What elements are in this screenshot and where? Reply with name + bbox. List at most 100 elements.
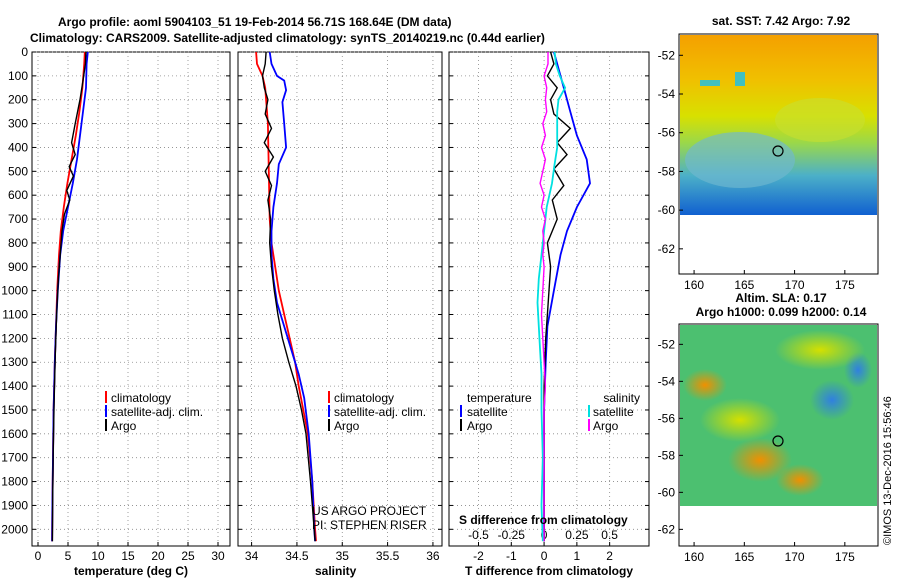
header-line-1: Argo profile: aoml 5904103_51 19-Feb-201… [58, 15, 452, 29]
sst-patch [700, 80, 720, 86]
depth-tick-label: 100 [8, 69, 28, 83]
map-y-tick-label: -56 [658, 126, 676, 140]
temperature-series [51, 52, 89, 542]
series-line-argo [51, 52, 87, 542]
salinity-series [255, 52, 317, 542]
series-line-argo [543, 52, 572, 542]
map-y-tick-label: -60 [658, 485, 676, 499]
depth-tick-label: 900 [8, 260, 28, 274]
sst-patch [735, 72, 745, 86]
sla-map-field [680, 325, 877, 506]
difference-series [536, 52, 591, 542]
project-credit: US ARGO PROJECT [312, 504, 427, 518]
map-y-tick-label: -54 [658, 374, 676, 388]
depth-tick-label: 2000 [1, 522, 28, 536]
salinity-difference-axis-label: S difference from climatology [459, 513, 628, 527]
x-tick-label: 30 [211, 549, 225, 563]
x-tick-label: 36 [426, 549, 440, 563]
sst-cold-eddy [685, 132, 795, 188]
sla-map-ticks: 160 165 170 175 -52 -54 -56 -58 -60 -62 [658, 337, 856, 564]
salinity-x-ticks: 34 34.5 35 35.5 36 [245, 549, 440, 563]
x-tick-label: 34.5 [285, 549, 309, 563]
map-y-tick-label: -60 [658, 203, 676, 217]
x-tick-label: 25 [181, 549, 195, 563]
imos-stamp: ©IMOS 13-Dec-2016 15:56:46 [882, 396, 894, 545]
series-line-satellite [536, 52, 567, 542]
map-x-tick-label: 160 [684, 550, 704, 564]
x-tick-label: 0 [35, 549, 42, 563]
legend-title-temperature: temperature [467, 391, 532, 405]
map-x-tick-label: 165 [734, 278, 754, 292]
x-tick-label: 2 [606, 549, 613, 563]
legend-label-temp-satellite: satellite [467, 405, 508, 419]
map-x-tick-label: 175 [835, 550, 855, 564]
map-y-tick-label: -54 [658, 87, 676, 101]
legend-label-temp-argo: Argo [467, 419, 493, 433]
depth-tick-label: 600 [8, 188, 28, 202]
map-y-tick-label: -62 [658, 242, 676, 256]
series-line-argo [539, 52, 549, 542]
x-tick-label: 10 [91, 549, 105, 563]
series-line-argo [261, 52, 316, 542]
salinity-grid [238, 51, 442, 546]
sst-front [775, 98, 865, 142]
pi-credit: PI: STEPHEN RISER [312, 518, 427, 532]
legend-label-satellite: satellite-adj. clim. [111, 405, 203, 419]
sla-map-title-1: Altim. SLA: 0.17 [735, 291, 827, 305]
depth-tick-label: 1100 [2, 308, 28, 322]
legend-label-climatology: climatology [111, 391, 171, 405]
sla-mid-anomaly [775, 330, 865, 370]
map-y-tick-label: -62 [658, 522, 676, 536]
depth-tick-label: 1200 [1, 331, 28, 345]
sla-mid-anomaly [700, 398, 780, 442]
depth-tick-label: 1700 [1, 451, 28, 465]
depth-tick-label: 700 [8, 212, 28, 226]
x-tick-label: 5 [65, 549, 72, 563]
temperature-plot-frame [31, 51, 231, 547]
map-x-tick-label: 170 [785, 278, 805, 292]
depth-tick-label: 1900 [1, 498, 28, 512]
secondary-x-tick-label: -0.5 [468, 528, 489, 542]
depth-tick-label: 800 [8, 236, 28, 250]
depth-tick-label: 1500 [1, 403, 28, 417]
sst-map-field [680, 35, 877, 215]
map-x-tick-label: 170 [785, 550, 805, 564]
header-line-2: Climatology: CARS2009. Satellite-adjuste… [30, 31, 545, 45]
temperature-legend: climatology satellite-adj. clim. Argo [105, 391, 203, 433]
sla-low-anomaly [810, 380, 854, 420]
legend-label-sal-satellite: satellite [593, 405, 634, 419]
sla-high-anomaly [776, 464, 824, 496]
secondary-x-tick-label: -0.25 [498, 528, 526, 542]
x-tick-label: 1 [574, 549, 581, 563]
map-y-tick-label: -58 [658, 164, 676, 178]
depth-tick-label: 1000 [1, 284, 28, 298]
series-line-satellite-adj-clim- [268, 52, 316, 542]
secondary-x-tick-label: 0.25 [565, 528, 589, 542]
difference-x-label: T difference from climatology [465, 564, 633, 578]
map-x-tick-label: 160 [684, 278, 704, 292]
x-tick-label: 15 [121, 549, 135, 563]
sla-high-anomaly [683, 369, 727, 401]
salinity-plot-frame [237, 51, 443, 547]
map-y-tick-label: -56 [658, 411, 676, 425]
depth-tick-label: 1400 [1, 379, 28, 393]
sla-map-title-2: Argo h1000: 0.099 h2000: 0.14 [696, 305, 867, 319]
depth-tick-labels: 0 100 200 300 400 500 600 700 800 900 1000 1100 1200… [1, 45, 28, 536]
legend-label-sal-argo: Argo [593, 419, 619, 433]
depth-tick-label: 300 [8, 117, 28, 131]
x-tick-label: -1 [506, 549, 517, 563]
depth-tick-label: 1600 [1, 427, 28, 441]
map-y-tick-label: -52 [658, 337, 676, 351]
legend-label-argo: Argo [111, 419, 137, 433]
secondary-x-tick-label: 0.5 [601, 528, 618, 542]
legend-title-salinity: salinity [603, 391, 640, 405]
depth-tick-label: 400 [8, 140, 28, 154]
map-x-tick-label: 165 [734, 550, 754, 564]
sst-map-ticks: 160 165 170 175 -52 -54 -56 -58 -60 -62 [658, 48, 856, 292]
difference-x-ticks: -2 -1 0 1 2 [473, 549, 613, 563]
x-tick-label: 20 [151, 549, 165, 563]
temperature-x-label: temperature (deg C) [74, 564, 188, 578]
depth-tick-label: 0 [21, 45, 28, 59]
sst-map-title: sat. SST: 7.42 Argo: 7.92 [712, 14, 851, 28]
